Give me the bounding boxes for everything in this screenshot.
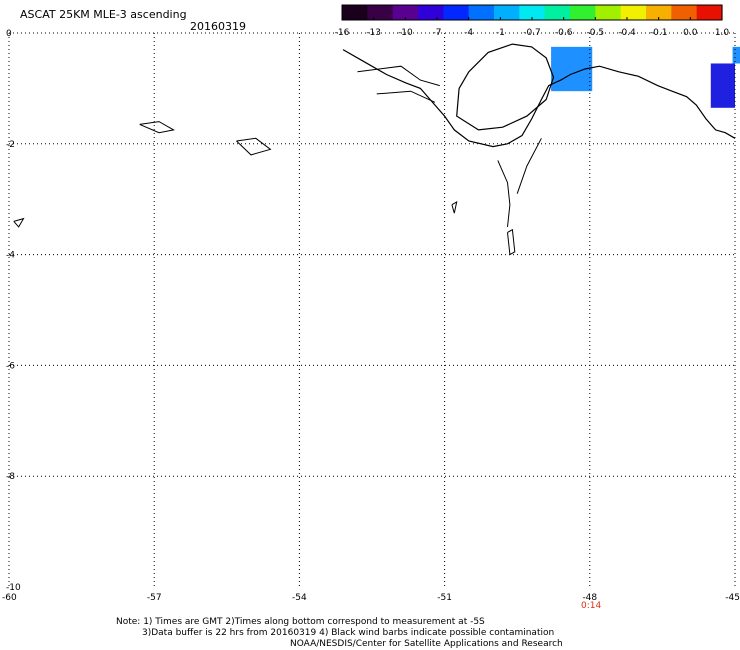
river-line <box>357 65 440 87</box>
colorbar-segment <box>646 5 672 20</box>
grid-lines <box>8 32 736 587</box>
chart-title: ASCAT 25KM MLE-3 ascending <box>20 8 187 21</box>
axis-labels: -60 -57 -54 -51 -48 -45 0 -2 -4 -6 -8 -10 <box>2 29 740 603</box>
y-tick-label: -6 <box>6 361 15 371</box>
chart-date: 20160319 <box>190 20 246 33</box>
islet-c <box>13 217 25 228</box>
colorbar-label: -0.1 <box>650 28 668 38</box>
colorbar-segment <box>519 5 546 20</box>
colorbar-label: -0.7 <box>523 28 541 38</box>
colorbar: -16 -13 -10 -7 -4 -1 -0.7 -0.6 -0.5 -0.4 -0.1 0.0 1.… <box>335 4 730 38</box>
river-line <box>497 160 511 227</box>
colorbar-segment <box>418 5 444 20</box>
islet-d <box>451 201 458 214</box>
colorbar-segment <box>696 5 723 20</box>
colorbar-segment <box>443 5 470 20</box>
y-tick-label: -4 <box>6 251 15 261</box>
x-tick-label: -51 <box>437 593 452 603</box>
swath-cell <box>732 46 740 64</box>
note-line-2: 3)Data buffer is 22 hrs from 20160319 4)… <box>142 628 555 638</box>
x-tick-label: -54 <box>292 593 307 603</box>
colorbar-segment <box>494 5 520 20</box>
swath-cell <box>710 63 735 108</box>
colorbar-segment <box>468 5 495 20</box>
colorbar-segment <box>544 5 571 20</box>
x-tick-label: -60 <box>2 593 17 603</box>
x-tick-label: -57 <box>147 593 162 603</box>
y-tick-label: -10 <box>6 583 21 593</box>
colorbar-label: -0.6 <box>555 28 573 38</box>
river-line <box>376 90 436 103</box>
colorbar-label: -1 <box>496 28 505 38</box>
coastline-layer <box>13 43 736 256</box>
colorbar-label: 1.0 <box>715 28 730 38</box>
y-tick-label: -8 <box>6 472 15 482</box>
note-line-1: Note: 1) Times are GMT 2)Times along bot… <box>116 617 485 627</box>
colorbar-label: 0.0 <box>683 28 698 38</box>
x-tick-label: -48 <box>582 593 597 603</box>
y-tick-label: 0 <box>6 29 12 39</box>
colorbar-segment <box>620 5 647 20</box>
coastline <box>342 49 736 148</box>
colorbar-segment <box>342 5 368 20</box>
swath-layer <box>551 46 740 108</box>
islet-a <box>139 121 176 134</box>
colorbar-label: -0.4 <box>618 28 636 38</box>
colorbar-label: -16 <box>335 28 350 38</box>
islet-b <box>236 137 272 156</box>
colorbar-segment <box>595 5 622 20</box>
colorbar-segment <box>392 5 419 20</box>
river-line <box>516 138 542 194</box>
colorbar-segment <box>367 5 394 20</box>
x-tick-label: -45 <box>725 593 740 603</box>
colorbar-label: -4 <box>464 28 473 38</box>
note-line-3: NOAA/NESDIS/Center for Satellite Applica… <box>290 639 563 649</box>
time-label: 0:14 <box>581 601 602 611</box>
marajo-island <box>456 43 555 131</box>
colorbar-label: -0.5 <box>587 28 605 38</box>
y-tick-label: -2 <box>6 140 15 150</box>
islet-e <box>507 228 516 256</box>
colorbar-segment <box>570 5 596 20</box>
colorbar-segment <box>671 5 698 20</box>
